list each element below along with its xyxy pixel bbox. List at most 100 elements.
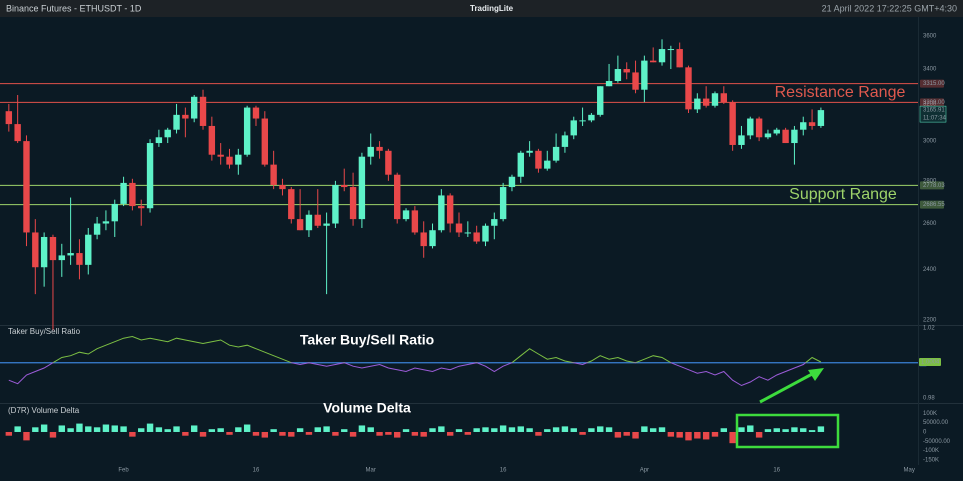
candle-body xyxy=(446,195,454,224)
candle-body xyxy=(243,107,251,155)
candle-body xyxy=(32,232,39,268)
annotation: Support Range xyxy=(789,186,897,203)
candle-body xyxy=(367,146,374,157)
delta-bar xyxy=(526,428,533,432)
candle-body xyxy=(649,60,657,63)
delta-bar xyxy=(296,428,304,432)
candle-body xyxy=(544,160,551,169)
delta-bar xyxy=(517,426,524,432)
price-tag xyxy=(919,105,947,123)
delta-bar xyxy=(791,427,798,432)
delta-bar xyxy=(49,431,57,438)
delta-bar xyxy=(102,424,110,432)
delta-bar xyxy=(146,423,154,432)
x-tick-label: 16 xyxy=(500,468,507,474)
candle-body xyxy=(702,98,710,106)
x-tick-label: Feb xyxy=(118,468,129,474)
delta-bar xyxy=(93,427,101,432)
delta-bar xyxy=(129,431,136,437)
candle-body xyxy=(385,150,392,175)
delta-bar xyxy=(420,431,427,437)
level-tag xyxy=(920,98,944,107)
candle-body xyxy=(358,156,366,220)
delta-bar xyxy=(455,429,463,432)
y-tick-label: -50000.00 xyxy=(923,439,951,445)
level-label: 2686.55 xyxy=(923,202,945,208)
delta-bar xyxy=(226,431,233,435)
delta-bar xyxy=(473,428,480,432)
delta-bar xyxy=(438,426,445,432)
y-tick-label: 100K xyxy=(923,411,937,417)
countdown: 11:07:34 xyxy=(923,116,947,122)
delta-bar xyxy=(614,431,622,438)
delta-bar xyxy=(279,431,286,436)
candle-body xyxy=(146,143,154,209)
delta-bar xyxy=(597,426,604,432)
pane-title: (D7R) Volume Delta xyxy=(8,406,80,415)
y-tick-label: 0.98 xyxy=(923,395,935,401)
candle-body xyxy=(235,154,242,165)
delta-bar xyxy=(111,425,118,432)
candle-body xyxy=(623,69,630,73)
delta-bar xyxy=(182,431,189,436)
delta-bar xyxy=(729,431,736,444)
delta-bar xyxy=(23,431,30,441)
candle-body xyxy=(738,135,745,145)
candle-body xyxy=(173,114,180,130)
candle-body xyxy=(411,210,419,233)
level-label: 2778.03 xyxy=(923,183,945,189)
x-tick-label: May xyxy=(904,468,915,474)
candle-body xyxy=(597,86,604,115)
arrow-shaft xyxy=(759,371,815,404)
candle-body xyxy=(261,118,269,165)
candle-body xyxy=(641,60,648,90)
y-tick-label: 2400 xyxy=(923,267,937,273)
delta-bar xyxy=(720,428,728,432)
delta-bar xyxy=(800,428,807,432)
delta-bar xyxy=(235,427,242,432)
delta-bar xyxy=(632,431,639,439)
candle-body xyxy=(332,184,339,224)
candle-body xyxy=(720,93,728,103)
candle-body xyxy=(93,223,101,235)
delta-bar xyxy=(773,428,780,432)
candle-body xyxy=(182,114,189,119)
delta-bar xyxy=(367,427,374,432)
candle-body xyxy=(111,203,118,222)
brand: TradingLite xyxy=(470,4,514,13)
delta-bar xyxy=(544,429,551,432)
delta-bar xyxy=(332,431,339,436)
x-tick-label: 16 xyxy=(773,468,780,474)
candle-body xyxy=(755,118,763,138)
delta-bar xyxy=(747,425,754,432)
candle-body xyxy=(314,214,321,226)
candle-body xyxy=(473,232,480,242)
delta-bar xyxy=(808,430,816,432)
delta-bar xyxy=(579,431,586,435)
delta-bar xyxy=(32,427,39,432)
delta-bar xyxy=(588,428,595,432)
y-tick-label: 2200 xyxy=(923,317,937,323)
delta-bar xyxy=(482,427,489,432)
candle-body xyxy=(341,184,348,188)
delta-bar xyxy=(402,429,410,432)
candle-body xyxy=(667,49,675,51)
y-tick-label: 2600 xyxy=(923,221,937,227)
delta-bar xyxy=(702,431,710,440)
delta-bar xyxy=(738,427,745,432)
delta-bar xyxy=(694,431,701,439)
y-tick-label: 0 xyxy=(923,430,927,436)
y-tick-label: -100K xyxy=(923,448,939,454)
candle-body xyxy=(288,189,295,220)
delta-bar xyxy=(190,425,198,432)
candle-body xyxy=(605,81,613,87)
candle-body xyxy=(491,219,498,226)
delta-bar xyxy=(288,431,295,437)
candle-body xyxy=(85,234,92,265)
pane-annotation: Volume Delta xyxy=(323,400,411,416)
delta-bar xyxy=(76,423,83,432)
pane-title: Taker Buy/Sell Ratio xyxy=(8,327,81,336)
delta-bar xyxy=(5,431,13,436)
